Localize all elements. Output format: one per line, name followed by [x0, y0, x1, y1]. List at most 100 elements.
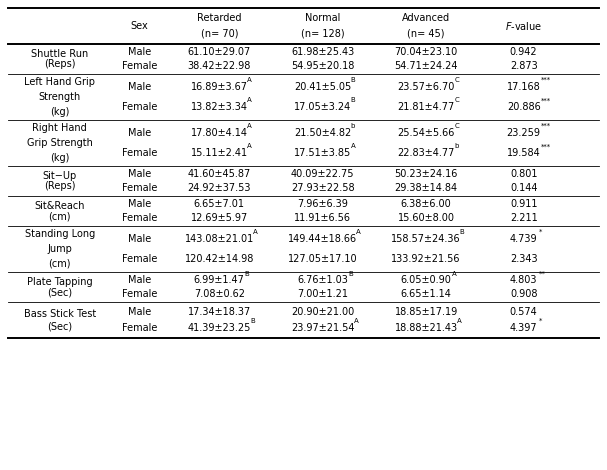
Text: Strength: Strength [39, 92, 81, 102]
Text: A: A [248, 97, 252, 103]
Text: C: C [454, 97, 459, 103]
Text: Female: Female [122, 289, 157, 298]
Text: A: A [248, 143, 252, 149]
Text: 18.88±21.43: 18.88±21.43 [395, 323, 458, 333]
Text: Male: Male [128, 47, 151, 57]
Text: Shuttle Run: Shuttle Run [31, 48, 89, 59]
Text: (kg): (kg) [50, 107, 69, 117]
Text: A: A [248, 77, 252, 83]
Text: (cm): (cm) [49, 212, 71, 221]
Text: 54.95±20.18: 54.95±20.18 [291, 61, 354, 70]
Text: (n= 70): (n= 70) [200, 29, 238, 39]
Text: Normal: Normal [305, 13, 341, 23]
Text: (Sec): (Sec) [47, 321, 72, 331]
Text: B: B [348, 271, 353, 277]
Text: 20.90±21.00: 20.90±21.00 [291, 307, 354, 317]
Text: 2.343: 2.343 [510, 254, 537, 264]
Text: 6.65±7.01: 6.65±7.01 [194, 199, 245, 210]
Text: 50.23±24.16: 50.23±24.16 [395, 169, 458, 180]
Text: **: ** [538, 271, 545, 277]
Text: A: A [351, 143, 356, 149]
Text: 15.60±8.00: 15.60±8.00 [398, 212, 455, 223]
Text: (kg): (kg) [50, 153, 69, 163]
Text: 11.91±6.56: 11.91±6.56 [294, 212, 351, 223]
Text: Female: Female [122, 61, 157, 70]
Text: 15.11±2.41: 15.11±2.41 [191, 148, 248, 158]
Text: A: A [248, 123, 252, 129]
Text: 27.93±22.58: 27.93±22.58 [291, 183, 354, 193]
Text: B: B [250, 318, 255, 324]
Text: 24.92±37.53: 24.92±37.53 [188, 183, 251, 193]
Text: *: * [538, 229, 542, 235]
Text: 6.65±1.14: 6.65±1.14 [401, 289, 452, 298]
Text: Male: Male [128, 169, 151, 180]
Text: 54.71±24.24: 54.71±24.24 [395, 61, 458, 70]
Text: 25.54±5.66: 25.54±5.66 [398, 128, 455, 138]
Text: Sex: Sex [131, 21, 148, 31]
Text: Male: Male [128, 275, 151, 285]
Text: (n= 128): (n= 128) [301, 29, 345, 39]
Text: B: B [351, 97, 356, 103]
Text: 61.10±29.07: 61.10±29.07 [188, 47, 251, 57]
Text: 0.801: 0.801 [510, 169, 537, 180]
Text: 0.911: 0.911 [510, 199, 537, 210]
Text: Plate Tapping: Plate Tapping [27, 277, 92, 287]
Text: Jump: Jump [47, 244, 72, 254]
Text: 0.574: 0.574 [510, 307, 538, 317]
Text: 0.908: 0.908 [510, 289, 537, 298]
Text: $\mathit{F}$-value: $\mathit{F}$-value [505, 20, 542, 32]
Text: A: A [353, 318, 358, 324]
Text: Female: Female [122, 148, 157, 158]
Text: 13.82±3.34: 13.82±3.34 [191, 102, 248, 112]
Text: 6.76±1.03: 6.76±1.03 [297, 275, 348, 285]
Text: Grip Strength: Grip Strength [27, 138, 93, 148]
Text: B: B [351, 77, 356, 83]
Text: (cm): (cm) [49, 258, 71, 269]
Text: (n= 45): (n= 45) [407, 29, 445, 39]
Text: Male: Male [128, 234, 151, 244]
Text: 20.886: 20.886 [507, 102, 540, 112]
Text: 41.39±23.25: 41.39±23.25 [188, 323, 251, 333]
Text: 23.259: 23.259 [507, 128, 541, 138]
Text: 29.38±14.84: 29.38±14.84 [395, 183, 458, 193]
Text: 7.08±0.62: 7.08±0.62 [194, 289, 245, 298]
Text: 17.05±3.24: 17.05±3.24 [294, 102, 351, 112]
Text: *: * [538, 318, 542, 324]
Text: 21.50±4.82: 21.50±4.82 [294, 128, 351, 138]
Text: 7.00±1.21: 7.00±1.21 [297, 289, 348, 298]
Text: (Reps): (Reps) [44, 59, 75, 70]
Text: b: b [454, 143, 459, 149]
Text: 12.69±5.97: 12.69±5.97 [191, 212, 248, 223]
Text: ***: *** [541, 77, 551, 83]
Text: 7.96±6.39: 7.96±6.39 [297, 199, 348, 210]
Text: Female: Female [122, 212, 157, 223]
Text: Right Hand: Right Hand [32, 123, 87, 133]
Text: 4.739: 4.739 [510, 234, 537, 244]
Text: 127.05±17.10: 127.05±17.10 [288, 254, 358, 264]
Text: 0.942: 0.942 [510, 47, 537, 57]
Text: Male: Male [128, 307, 151, 317]
Text: 133.92±21.56: 133.92±21.56 [392, 254, 461, 264]
Text: 20.41±5.05: 20.41±5.05 [294, 82, 351, 92]
Text: 17.168: 17.168 [507, 82, 540, 92]
Text: Male: Male [128, 82, 151, 92]
Text: 18.85±17.19: 18.85±17.19 [395, 307, 458, 317]
Text: 17.80±4.14: 17.80±4.14 [191, 128, 248, 138]
Text: A: A [253, 229, 257, 235]
Text: 2.211: 2.211 [510, 212, 538, 223]
Text: Male: Male [128, 128, 151, 138]
Text: 19.584: 19.584 [507, 148, 540, 158]
Text: 0.144: 0.144 [510, 183, 537, 193]
Text: Male: Male [128, 199, 151, 210]
Text: 21.81±4.77: 21.81±4.77 [398, 102, 455, 112]
Text: Bass Stick Test: Bass Stick Test [24, 308, 96, 319]
Text: 6.05±0.90: 6.05±0.90 [401, 275, 452, 285]
Text: Left Hand Grip: Left Hand Grip [24, 77, 95, 87]
Text: 149.44±18.66: 149.44±18.66 [288, 234, 358, 244]
Text: 2.873: 2.873 [510, 61, 538, 70]
Text: Female: Female [122, 254, 157, 264]
Text: ***: *** [541, 97, 551, 103]
Text: A: A [457, 318, 462, 324]
Text: 22.83±4.77: 22.83±4.77 [398, 148, 455, 158]
Text: 70.04±23.10: 70.04±23.10 [395, 47, 458, 57]
